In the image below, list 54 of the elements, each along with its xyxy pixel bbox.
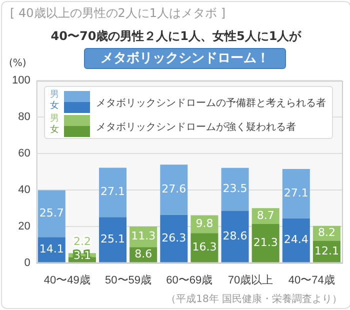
bar: [160, 214, 188, 262]
x-tick-label: 70歳以上: [228, 273, 274, 286]
data-label: 12.1: [314, 244, 339, 258]
data-label: 8.2: [318, 226, 336, 240]
bar: [221, 210, 249, 262]
y-tick-label: 0: [24, 256, 30, 269]
text: メタボリックシンドローム！: [84, 48, 286, 69]
annotation: 男: [50, 90, 59, 100]
data-label: 27.1: [284, 186, 308, 200]
data-label: 21.3: [253, 236, 278, 250]
x-tick-label: 40〜49歳: [44, 273, 90, 286]
data-label: 2.2: [73, 235, 91, 248]
data-label: 28.6: [222, 229, 248, 242]
data-label: 8.6: [134, 248, 152, 261]
annotation: メタボリックシンドロームの予備群と考えられる者: [96, 96, 326, 110]
annotation: メタボリックシンドロームが強く疑われる者: [96, 120, 296, 134]
data-label: 16.3: [192, 240, 217, 254]
bar: [99, 217, 127, 262]
y-axis-title: (%): [9, 58, 26, 69]
data-label: 3.1: [73, 249, 91, 262]
bar: [160, 164, 188, 215]
chart-subtitle: 40〜70歳の男性２人に1人、女性5人に1人が: [50, 28, 302, 45]
x-tick-label: 50〜59歳: [105, 273, 152, 286]
bar: [282, 218, 310, 262]
y-tick-label: 80: [18, 111, 30, 124]
data-label: 8.7: [256, 208, 274, 222]
data-label: 24.4: [284, 233, 308, 246]
data-label: 25.1: [100, 232, 126, 246]
annotation: 男: [50, 114, 59, 124]
annotation: 女: [50, 101, 59, 111]
data-label: 23.5: [222, 182, 248, 196]
bar: [190, 233, 218, 262]
data-label: 9.8: [196, 217, 214, 230]
bar: [38, 190, 66, 238]
data-label: 25.7: [39, 206, 64, 220]
bar: [282, 168, 310, 218]
bar: [221, 168, 249, 211]
data-label: 26.3: [162, 231, 186, 244]
data-label: 27.1: [100, 185, 126, 198]
text: （平成18年 国民健康・栄養調査より）: [166, 292, 342, 306]
y-tick-label: 20: [18, 220, 30, 232]
bar: [252, 224, 280, 262]
chart-title: [ 40歳以上の男性の2人に1人はメタボ ]: [10, 5, 226, 22]
data-label: 14.1: [39, 242, 64, 256]
y-tick-label: 60: [18, 148, 30, 160]
bar: [38, 237, 66, 262]
bar: [99, 168, 127, 218]
data-label: 11.3: [131, 230, 156, 243]
y-tick-label: 100: [12, 74, 30, 87]
annotation: 女: [50, 125, 59, 135]
x-tick-label: 40〜74歳: [288, 273, 335, 286]
x-tick-label: 60〜69歳: [166, 273, 213, 286]
y-tick-label: 40: [18, 184, 30, 196]
data-label: 27.6: [162, 182, 186, 196]
